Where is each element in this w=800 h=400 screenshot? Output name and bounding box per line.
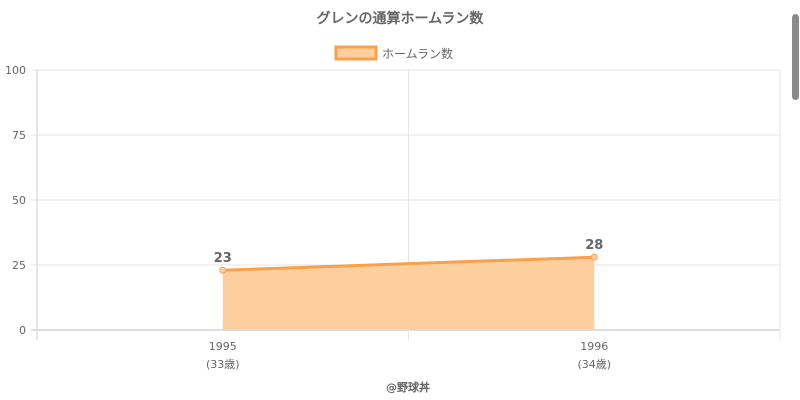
x-tick-sublabel: (34歳) (577, 358, 611, 371)
x-tick-label: 1995 (209, 340, 237, 353)
grid-layer (31, 69, 781, 340)
credit-text: @野球丼 (386, 380, 430, 394)
y-tick-label: 100 (5, 64, 26, 77)
scrollbar[interactable] (792, 14, 800, 100)
y-tick-label: 25 (12, 259, 26, 272)
y-tick-label: 50 (12, 194, 26, 207)
chart-title: グレンの通算ホームラン数 (317, 10, 485, 27)
area-layer (219, 253, 598, 330)
legend[interactable]: ホームラン数 (334, 45, 453, 61)
legend-label: ホームラン数 (382, 46, 453, 61)
legend-swatch (334, 45, 378, 61)
data-label: 23 (214, 251, 232, 266)
label-layer: 0 25 50 75 100 1995 (33歳) 1996 (34歳) 23 28 (5, 64, 611, 371)
data-point (590, 253, 598, 261)
y-tick-label: 75 (12, 129, 26, 142)
series-line (222, 255, 595, 272)
data-label: 28 (585, 238, 603, 253)
scrollbar-thumb[interactable] (792, 14, 799, 100)
series-area (222, 257, 595, 330)
y-tick-label: 0 (19, 324, 26, 337)
x-tick-sublabel: (33歳) (206, 358, 240, 371)
data-point (219, 266, 227, 274)
x-tick-label: 1996 (580, 340, 608, 353)
